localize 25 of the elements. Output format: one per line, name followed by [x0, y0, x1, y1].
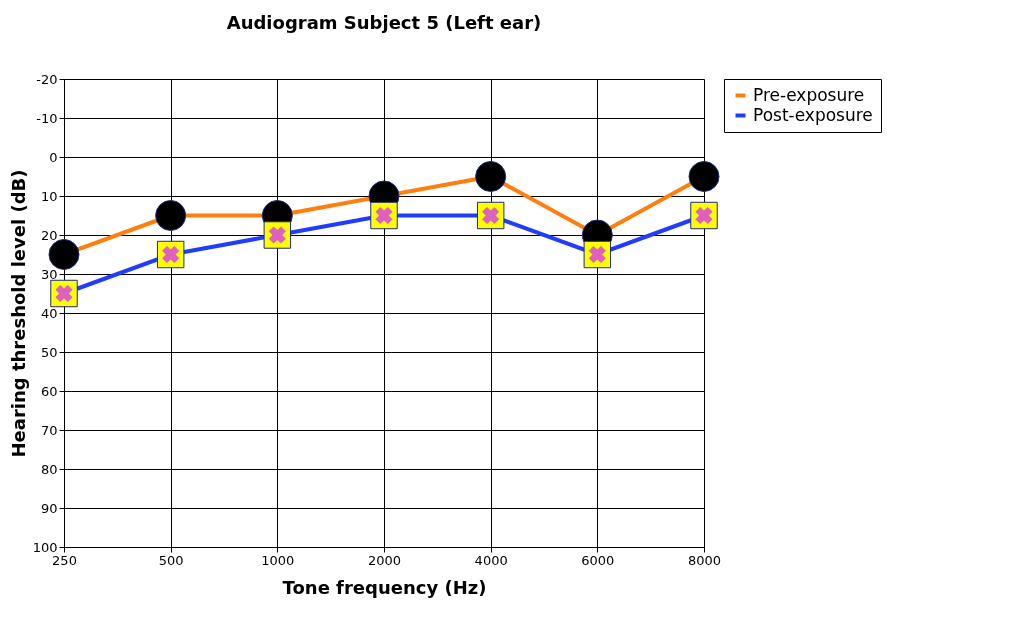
y-tick-label: -20 [36, 71, 58, 87]
y-tick-label: 10 [40, 188, 58, 204]
x-tick-label: 6000 [581, 552, 615, 568]
x-axis-title: Tone frequency (Hz) [282, 576, 487, 598]
legend-label: Pre-exposure [753, 84, 865, 105]
x-tick-label: 8000 [687, 552, 722, 568]
y-tick-label: 0 [49, 149, 58, 165]
y-tick-label: 40 [40, 305, 58, 321]
y-tick-label: -10 [36, 110, 58, 126]
x-tick-label: 1000 [261, 552, 295, 568]
y-tick-label: 90 [40, 500, 58, 516]
y-tick-label: 20 [40, 227, 58, 243]
chart-title: Audiogram Subject 5 (Left ear) [226, 12, 542, 33]
x-tick-label: 250 [52, 552, 77, 568]
y-tick-label: 30 [40, 266, 58, 282]
y-tick-label: 80 [40, 461, 58, 477]
y-tick-label: 60 [40, 383, 58, 399]
y-tick-label: 50 [40, 344, 58, 360]
x-tick-label: 4000 [474, 552, 508, 568]
x-tick-label: 2000 [367, 552, 402, 568]
x-tick-label: 500 [158, 552, 184, 568]
y-tick-label: 100 [32, 539, 58, 555]
y-axis-title: Hearing threshold level (dB) [7, 169, 29, 458]
legend-label: Post-exposure [753, 104, 873, 125]
y-tick-label: 70 [40, 422, 58, 438]
